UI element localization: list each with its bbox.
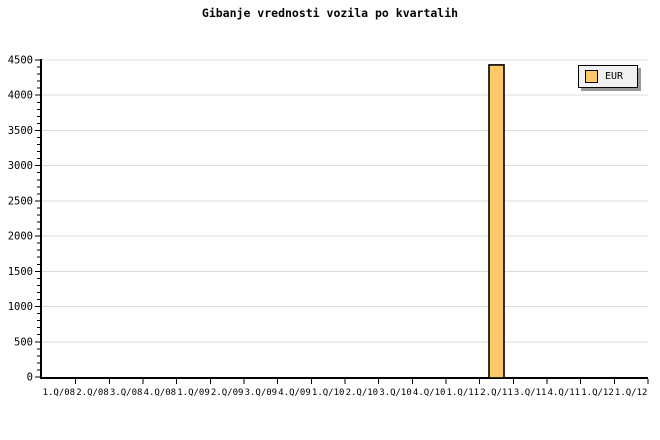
x-tick-label: 4.Q/09 (278, 388, 311, 398)
y-tick-label: 4000 (8, 90, 33, 102)
y-tick-label: 3000 (8, 160, 33, 172)
chart-title: Gibanje vrednosti vozila po kvartalih (201, 6, 459, 20)
y-tick-label: 500 (14, 336, 33, 348)
y-tick-label: 3500 (8, 125, 33, 137)
x-tick-label: 2.Q/09 (211, 388, 244, 398)
y-tick-label: 4500 (8, 55, 33, 67)
x-tick-label: 1.Q/10 (312, 388, 345, 398)
x-tick-label: 3.Q/11 (514, 388, 547, 398)
legend-series-label: EUR (605, 71, 624, 82)
x-tick-label: 4.Q/08 (144, 388, 177, 398)
x-tick-label: 3.Q/08 (110, 388, 143, 398)
x-tick-label: 1.Q/12 (581, 388, 614, 398)
y-tick-label: 0 (27, 372, 33, 384)
bar-2q11 (488, 64, 505, 379)
x-tick-label: 2.Q/08 (76, 388, 109, 398)
y-tick-label: 1000 (8, 301, 33, 313)
x-tick-label: 2.Q/11 (480, 388, 513, 398)
x-tick-label: 1.Q/12 (615, 388, 648, 398)
x-tick-label: 4.Q/11 (548, 388, 581, 398)
x-tick-label: 1.Q/08 (43, 388, 76, 398)
x-tick-label: 1.Q/09 (177, 388, 210, 398)
x-tick-label: 4.Q/10 (413, 388, 446, 398)
legend: EUR (578, 65, 638, 88)
y-tick-label: 2500 (8, 195, 33, 207)
y-tick-label: 2000 (8, 231, 33, 243)
x-tick-label: 1.Q/11 (447, 388, 480, 398)
x-tick-label: 2.Q/10 (346, 388, 379, 398)
y-tick-label: 1500 (8, 266, 33, 278)
x-tick-label: 3.Q/09 (245, 388, 278, 398)
legend-color-swatch-icon (585, 70, 598, 83)
x-tick-label: 3.Q/10 (379, 388, 412, 398)
